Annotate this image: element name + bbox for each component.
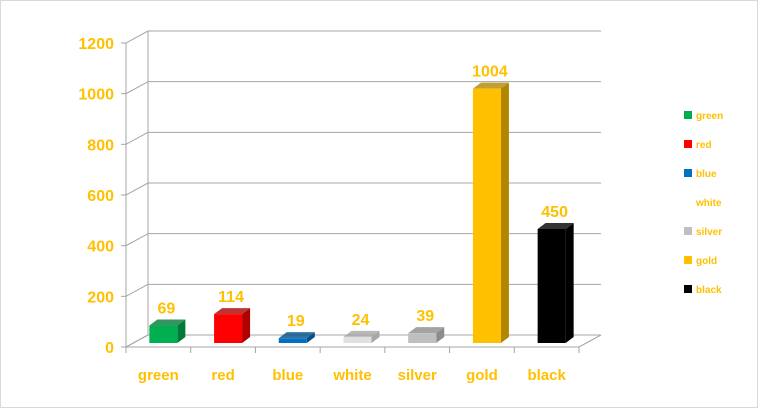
side-gridline xyxy=(125,81,149,95)
data-label: 114 xyxy=(218,289,244,306)
x-tick-label: black xyxy=(527,367,566,384)
bar-side xyxy=(500,82,509,344)
x-tick-label: gold xyxy=(466,367,498,384)
bar-blue xyxy=(278,332,315,343)
y-tick-label: 200 xyxy=(87,289,114,306)
legend-label-gold: gold xyxy=(696,256,717,267)
bar-top xyxy=(278,332,315,339)
data-label: 450 xyxy=(541,204,568,221)
legend-label-blue: blue xyxy=(696,169,717,180)
legend-swatch-silver xyxy=(684,227,692,235)
y-tick-label: 400 xyxy=(87,239,114,256)
bar-front xyxy=(408,333,437,343)
bar-front xyxy=(278,338,307,343)
legend-label-green: green xyxy=(696,111,723,122)
data-label: 1004 xyxy=(472,64,508,81)
legend-swatch-blue xyxy=(684,169,692,177)
x-tick-label: blue xyxy=(272,367,303,384)
bar-top xyxy=(149,319,186,326)
x-tick-label: red xyxy=(211,367,234,384)
data-label: 19 xyxy=(287,313,305,330)
bar-top xyxy=(537,223,574,229)
y-tick-label: 0 xyxy=(105,340,114,357)
x-tick-label: white xyxy=(332,367,371,384)
bar-top xyxy=(343,330,380,337)
legend-label-red: red xyxy=(696,140,712,151)
data-label: 39 xyxy=(416,308,434,325)
legend-label-white: white xyxy=(695,198,722,209)
side-gridline xyxy=(125,131,149,145)
legend-swatch-black xyxy=(684,285,692,293)
side-gridline xyxy=(125,233,149,247)
bar-front xyxy=(343,336,372,343)
side-gridline xyxy=(125,182,149,196)
bar-side xyxy=(177,319,186,343)
bar-white xyxy=(343,330,380,343)
bar-side xyxy=(436,327,445,343)
x-tick-label: silver xyxy=(398,367,437,384)
bar-side xyxy=(565,223,574,343)
bar-top xyxy=(214,308,251,315)
bar-front xyxy=(537,229,566,343)
bar-side xyxy=(242,308,251,343)
side-gridline xyxy=(125,334,149,348)
side-gridline xyxy=(125,283,149,297)
data-label: 69 xyxy=(157,301,175,318)
data-label: 24 xyxy=(352,312,370,329)
legend-label-silver: silver xyxy=(696,227,722,238)
y-tick-label: 600 xyxy=(87,188,114,205)
bar-green xyxy=(149,319,186,343)
legend-swatch-gold xyxy=(684,256,692,264)
bar-black xyxy=(537,223,574,343)
floor-edge-right xyxy=(578,334,602,348)
bar-side xyxy=(306,332,315,343)
y-tick-label: 800 xyxy=(87,137,114,154)
x-tick-label: green xyxy=(138,367,179,384)
y-tick-label: 1200 xyxy=(78,36,114,53)
bar-top xyxy=(472,82,509,89)
bar-gold xyxy=(472,82,509,344)
bar-front xyxy=(149,325,178,343)
y-tick-label: 1000 xyxy=(78,87,114,104)
bar-side xyxy=(371,330,380,343)
bar-red xyxy=(214,308,251,343)
bar-front xyxy=(472,88,501,343)
side-gridline xyxy=(125,30,149,44)
legend-swatch-green xyxy=(684,111,692,119)
bar-front xyxy=(214,314,243,343)
legend-label-black: black xyxy=(696,285,722,296)
bar-top xyxy=(408,327,445,334)
legend-swatch-red xyxy=(684,140,692,148)
bar-silver xyxy=(408,327,445,343)
